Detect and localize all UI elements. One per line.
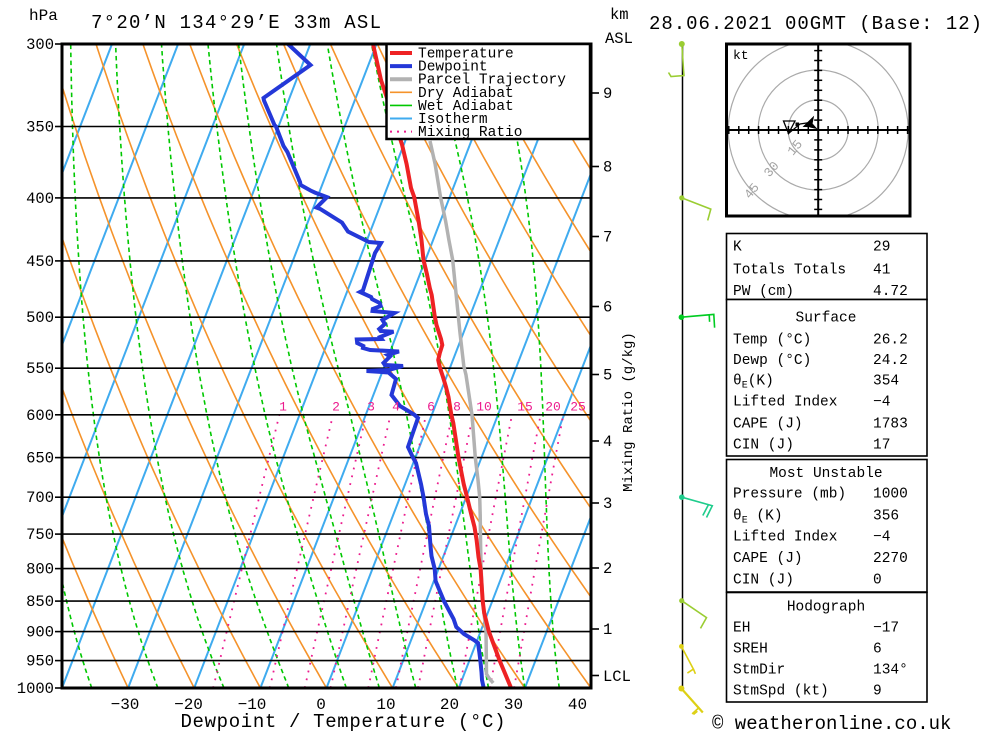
- svg-text:CIN (J): CIN (J): [733, 573, 794, 589]
- svg-text:Pressure (mb): Pressure (mb): [733, 487, 846, 503]
- svg-text:24.2: 24.2: [873, 353, 908, 369]
- svg-text:9: 9: [873, 684, 882, 700]
- svg-text:1783: 1783: [873, 417, 908, 433]
- svg-text:3: 3: [603, 495, 612, 513]
- svg-text:29: 29: [873, 240, 890, 256]
- svg-text:9: 9: [603, 85, 612, 103]
- svg-text:Temp (°C): Temp (°C): [733, 333, 811, 349]
- svg-text:10: 10: [376, 696, 395, 714]
- svg-text:750: 750: [26, 526, 54, 544]
- svg-text:StmSpd (kt): StmSpd (kt): [733, 684, 829, 700]
- svg-text:5: 5: [603, 367, 612, 385]
- svg-text:2270: 2270: [873, 551, 908, 567]
- svg-text:CAPE (J): CAPE (J): [733, 417, 803, 433]
- svg-text:6: 6: [603, 299, 612, 317]
- svg-text:8: 8: [603, 159, 612, 177]
- svg-text:EH: EH: [733, 621, 750, 637]
- svg-text:Lifted Index: Lifted Index: [733, 530, 838, 546]
- svg-text:950: 950: [26, 653, 54, 671]
- svg-text:SREH: SREH: [733, 642, 768, 658]
- svg-text:400: 400: [26, 190, 54, 208]
- svg-text:−17: −17: [873, 621, 899, 637]
- svg-text:7: 7: [603, 229, 612, 247]
- svg-text:km: km: [610, 6, 629, 24]
- svg-text:Isotherm: Isotherm: [418, 112, 488, 128]
- svg-text:LCL: LCL: [603, 668, 631, 686]
- svg-text:28.06.2021 00GMT (Base: 12): 28.06.2021 00GMT (Base: 12): [649, 13, 982, 35]
- svg-text:1: 1: [279, 400, 287, 415]
- svg-text:−20: −20: [174, 696, 203, 714]
- svg-text:450: 450: [26, 253, 54, 271]
- svg-text:Parcel Trajectory: Parcel Trajectory: [418, 73, 566, 89]
- svg-text:800: 800: [26, 561, 54, 579]
- svg-text:6: 6: [427, 400, 435, 415]
- svg-text:700: 700: [26, 489, 54, 507]
- svg-text:−4: −4: [873, 395, 890, 411]
- svg-text:2: 2: [603, 560, 612, 578]
- svg-text:Dry Adiabat: Dry Adiabat: [418, 86, 514, 102]
- svg-text:6: 6: [873, 642, 882, 658]
- svg-text:Most Unstable: Most Unstable: [769, 466, 882, 482]
- svg-text:26.2: 26.2: [873, 333, 908, 349]
- svg-text:Temperature: Temperature: [418, 47, 514, 63]
- svg-text:Mixing Ratio (g/kg): Mixing Ratio (g/kg): [621, 332, 637, 492]
- svg-text:0: 0: [316, 696, 326, 714]
- svg-text:θE(K): θE(K): [733, 374, 774, 392]
- svg-text:−4: −4: [873, 530, 890, 546]
- svg-text:350: 350: [26, 119, 54, 137]
- svg-text:17: 17: [873, 438, 890, 454]
- svg-text:25: 25: [570, 400, 586, 415]
- svg-text:© weatheronline.co.uk: © weatheronline.co.uk: [712, 713, 951, 733]
- svg-text:θE (K): θE (K): [733, 509, 783, 527]
- svg-text:500: 500: [26, 309, 54, 327]
- svg-text:Totals Totals: Totals Totals: [733, 263, 846, 279]
- svg-text:15: 15: [517, 400, 533, 415]
- svg-text:CAPE (J): CAPE (J): [733, 551, 803, 567]
- svg-text:hPa: hPa: [29, 7, 58, 25]
- svg-text:−30: −30: [111, 696, 140, 714]
- svg-text:Wet Adiabat: Wet Adiabat: [418, 99, 514, 115]
- svg-text:134°: 134°: [873, 663, 908, 679]
- svg-text:40: 40: [568, 696, 587, 714]
- svg-text:850: 850: [26, 593, 54, 611]
- svg-text:20: 20: [440, 696, 459, 714]
- svg-text:30: 30: [504, 696, 523, 714]
- svg-text:650: 650: [26, 450, 54, 468]
- svg-text:3: 3: [367, 400, 375, 415]
- svg-text:1000: 1000: [873, 487, 908, 503]
- svg-text:kt: kt: [733, 48, 749, 63]
- svg-text:1000: 1000: [17, 680, 54, 698]
- svg-text:CIN (J): CIN (J): [733, 438, 794, 454]
- svg-text:7°20’N 134°29’E 33m ASL: 7°20’N 134°29’E 33m ASL: [91, 12, 381, 34]
- svg-text:300: 300: [26, 36, 54, 54]
- svg-text:41: 41: [873, 263, 890, 279]
- svg-text:4: 4: [392, 400, 400, 415]
- svg-text:10: 10: [476, 400, 492, 415]
- svg-text:Dewpoint / Temperature (°C): Dewpoint / Temperature (°C): [181, 711, 506, 733]
- svg-text:20: 20: [545, 400, 561, 415]
- svg-text:Lifted Index: Lifted Index: [733, 395, 838, 411]
- svg-text:4: 4: [603, 433, 612, 451]
- svg-text:550: 550: [26, 360, 54, 378]
- svg-text:StmDir: StmDir: [733, 663, 785, 679]
- svg-text:4.72: 4.72: [873, 284, 908, 300]
- svg-text:Dewpoint: Dewpoint: [418, 60, 488, 76]
- svg-text:2: 2: [332, 400, 340, 415]
- svg-text:Surface: Surface: [796, 311, 857, 327]
- svg-text:1: 1: [603, 621, 612, 639]
- svg-text:8: 8: [453, 400, 461, 415]
- svg-text:600: 600: [26, 407, 54, 425]
- svg-text:354: 354: [873, 374, 899, 390]
- svg-text:PW (cm): PW (cm): [733, 284, 794, 300]
- svg-text:Dewp (°C): Dewp (°C): [733, 353, 811, 369]
- svg-text:900: 900: [26, 624, 54, 642]
- svg-text:Mixing Ratio: Mixing Ratio: [418, 125, 522, 141]
- svg-text:356: 356: [873, 509, 899, 525]
- svg-text:0: 0: [873, 573, 882, 589]
- svg-text:Hodograph: Hodograph: [787, 600, 865, 616]
- svg-text:−10: −10: [238, 696, 267, 714]
- svg-text:ASL: ASL: [605, 30, 633, 48]
- svg-text:K: K: [733, 240, 742, 256]
